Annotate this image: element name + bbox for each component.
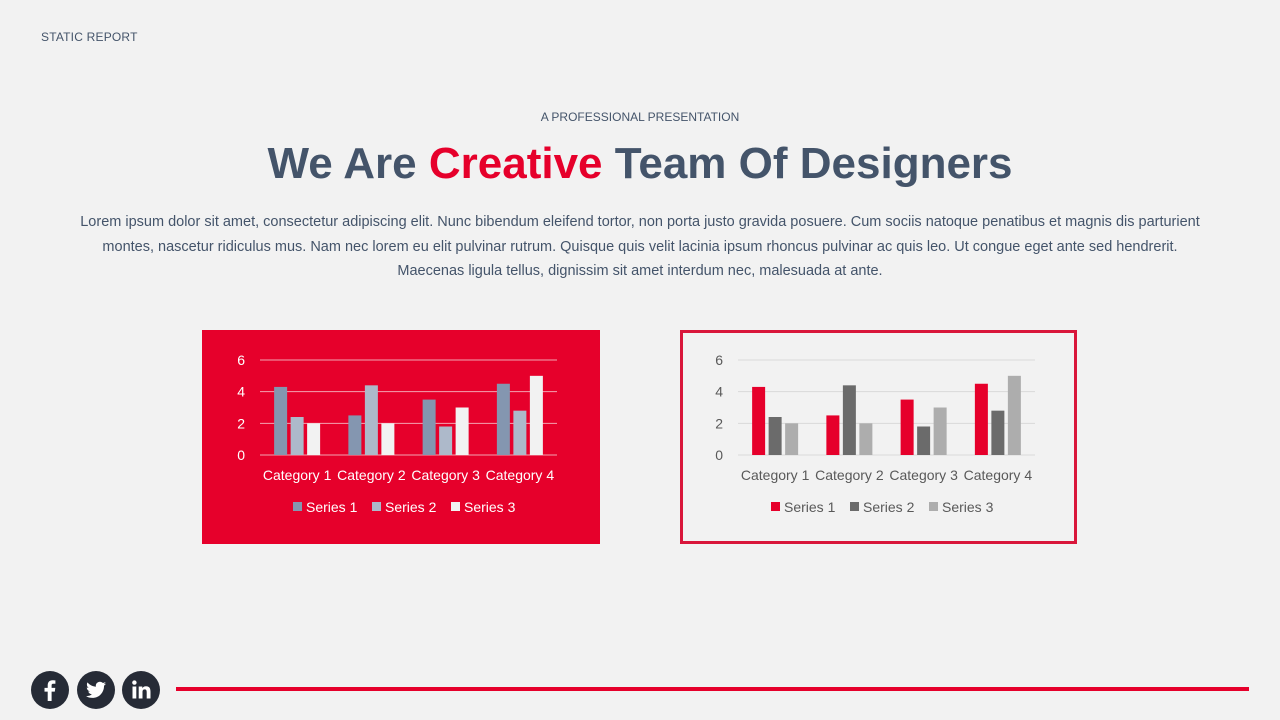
bar-1 — [348, 415, 362, 455]
twitter-icon[interactable] — [77, 671, 115, 709]
facebook-icon[interactable] — [31, 671, 69, 709]
chart-card-red: 0 2 4 6 Category 1 Category 2 Category 3 Catego… — [202, 330, 600, 544]
legend-label: Series 1 — [784, 499, 836, 515]
y-tick-label: 0 — [715, 447, 723, 463]
bar-3 — [529, 375, 543, 455]
bar-2 — [991, 410, 1005, 455]
legend-swatch — [771, 502, 780, 511]
chart-card-outlined: 0 2 4 6 Category 1 Category 2 Category 3 Catego… — [680, 330, 1077, 544]
bar-chart-red: 0 2 4 6 Category 1 Category 2 Category 3 Catego… — [237, 352, 557, 515]
linkedin-icon[interactable] — [122, 671, 160, 709]
bar-1 — [496, 383, 510, 455]
bar-2 — [364, 385, 378, 455]
legend-label: Series 3 — [464, 499, 516, 515]
y-tick-label: 4 — [237, 384, 245, 400]
title-part-2: Team Of Designers — [602, 139, 1013, 188]
y-tick-label: 2 — [237, 415, 245, 431]
legend-label: Series 3 — [942, 499, 994, 515]
legend-label: Series 1 — [306, 499, 358, 515]
bar-3 — [785, 423, 799, 455]
legend-swatch — [929, 502, 938, 511]
body-paragraph: Lorem ipsum dolor sit amet, consectetur … — [80, 214, 1200, 279]
x-tick-label: Category 3 — [889, 467, 958, 483]
bar-3 — [1007, 375, 1021, 455]
y-tick-label: 2 — [715, 415, 723, 431]
y-tick-label: 4 — [715, 384, 723, 400]
legend-swatch — [850, 502, 859, 511]
bar-1 — [274, 386, 288, 455]
kicker: A PROFESSIONAL PRESENTATION — [540, 110, 740, 124]
bar-1 — [974, 383, 988, 455]
bar-3 — [455, 407, 469, 455]
x-tick-label: Category 2 — [815, 467, 884, 483]
legend-swatch — [293, 502, 302, 511]
bar-1 — [422, 399, 436, 455]
page-title: We Are Creative Team Of Designers — [0, 135, 1280, 193]
x-tick-label: Category 4 — [964, 467, 1033, 483]
x-tick-label: Category 1 — [263, 467, 332, 483]
bar-3 — [933, 407, 947, 455]
bar-1 — [752, 386, 766, 455]
bar-2 — [768, 417, 782, 455]
y-tick-label: 6 — [715, 352, 723, 368]
x-tick-label: Category 3 — [411, 467, 480, 483]
title-accent: Creative — [428, 139, 603, 188]
x-tick-label: Category 2 — [337, 467, 406, 483]
x-tick-label: Category 4 — [486, 467, 555, 483]
legend-label: Series 2 — [385, 499, 437, 515]
bar-1 — [826, 415, 840, 455]
legend-label: Series 2 — [863, 499, 915, 515]
bar-3 — [859, 423, 873, 455]
bar-2 — [290, 417, 304, 455]
y-tick-label: 6 — [237, 352, 245, 368]
bar-2 — [842, 385, 856, 455]
bar-3 — [307, 423, 321, 455]
title-part-1: We Are — [267, 139, 429, 188]
y-tick-label: 0 — [237, 447, 245, 463]
legend-swatch — [372, 502, 381, 511]
footer-divider — [176, 687, 1249, 691]
bar-2 — [917, 426, 931, 455]
bar-1 — [900, 399, 914, 455]
x-tick-label: Category 1 — [741, 467, 810, 483]
bar-2 — [513, 410, 527, 455]
bar-chart-outlined: 0 2 4 6 Category 1 Category 2 Category 3 Catego… — [715, 352, 1035, 515]
legend-swatch — [451, 502, 460, 511]
bar-3 — [381, 423, 395, 455]
bar-2 — [439, 426, 453, 455]
report-label: STATIC REPORT — [41, 30, 138, 44]
